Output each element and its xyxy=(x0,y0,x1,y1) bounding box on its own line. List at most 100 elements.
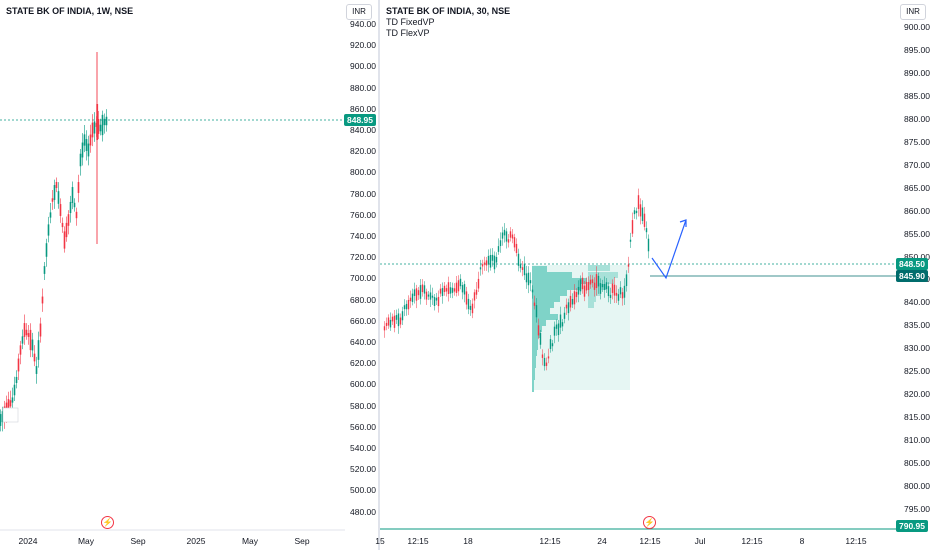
intraday-candle-body xyxy=(519,264,522,269)
intraday-candle-body xyxy=(625,274,628,287)
indicator-fixedvp[interactable]: TD FixedVP xyxy=(386,17,435,27)
intraday-chart-pane[interactable]: STATE BK OF INDIA, 30, NSE TD FixedVP TD… xyxy=(375,0,932,550)
intraday-candle-body xyxy=(509,231,512,238)
price-tick-label: 815.00 xyxy=(904,412,930,423)
intraday-candle-body xyxy=(551,343,554,347)
intraday-candle-body xyxy=(557,323,560,336)
intraday-candle-body xyxy=(491,254,494,261)
price-axis[interactable]: 940.00 920.00 900.00 880.00 860.00 840.00 820.… xyxy=(350,0,378,528)
weekly-candle-body xyxy=(37,340,40,360)
price-tick-label: 740.00 xyxy=(350,231,376,241)
price-tick-label: 480.00 xyxy=(350,506,376,517)
pane-divider[interactable] xyxy=(378,0,380,550)
intraday-candle-body xyxy=(549,339,552,349)
intraday-candle-body xyxy=(503,229,506,236)
price-tick-label: 860.00 xyxy=(904,205,930,216)
time-tick-label: 12:15 xyxy=(741,536,763,546)
weekly-candle-body xyxy=(103,118,106,126)
intraday-candle-body xyxy=(521,267,524,270)
intraday-candle-body xyxy=(443,285,446,293)
volume-profile-bar xyxy=(532,350,537,356)
last-price-tag: 848.95 xyxy=(344,114,376,126)
weekly-spike-body xyxy=(96,104,99,140)
weekly-candle-body xyxy=(19,345,22,355)
intraday-candle-body xyxy=(497,246,500,252)
weekly-candle-body xyxy=(93,121,96,134)
intraday-candle-body xyxy=(531,289,534,293)
currency-button[interactable]: INR xyxy=(346,4,372,20)
intraday-candle-body xyxy=(591,279,594,284)
weekly-candle-body xyxy=(99,124,102,132)
lightning-icon[interactable]: ⚡ xyxy=(101,516,114,529)
intraday-candle-body xyxy=(579,279,582,292)
intraday-candle-body xyxy=(621,292,624,299)
intraday-candle-body xyxy=(571,298,574,305)
intraday-candle-body xyxy=(481,264,484,267)
intraday-candle-body xyxy=(573,291,576,305)
intraday-candle-body xyxy=(605,282,608,290)
intraday-candle-body xyxy=(619,287,622,295)
intraday-candle-body xyxy=(453,288,456,292)
indicator-flexvp[interactable]: TD FlexVP xyxy=(386,28,430,38)
lightning-icon[interactable]: ⚡ xyxy=(643,516,656,529)
price-tick-label: 700.00 xyxy=(350,273,376,284)
volume-profile-bar xyxy=(532,356,536,362)
price-tick-label: 820.00 xyxy=(350,146,376,157)
intraday-candle-body xyxy=(559,314,562,328)
intraday-candle-body xyxy=(401,311,404,321)
time-axis[interactable]: 12:15 18 12:15 24 12:15 Jul 12:15 8 12:15 15 xyxy=(375,530,896,550)
intraday-candle-body xyxy=(525,273,528,283)
time-axis[interactable]: 2024 May Sep 2025 May Sep xyxy=(0,530,350,550)
price-tick-label: 805.00 xyxy=(904,458,930,469)
intraday-candle-body xyxy=(511,234,514,239)
weekly-candle-body xyxy=(0,414,2,426)
arrow-head-icon xyxy=(679,219,687,227)
intraday-candle-body xyxy=(547,356,550,359)
intraday-candle-body xyxy=(417,290,420,296)
intraday-candle-body xyxy=(499,240,502,247)
intraday-candle-body xyxy=(399,317,402,325)
price-tick-label: 720.00 xyxy=(350,252,376,263)
price-tick-label: 820.00 xyxy=(904,389,930,400)
intraday-candle-body xyxy=(599,283,602,294)
volume-profile-bar xyxy=(532,314,558,320)
time-tick-label: May xyxy=(77,536,95,546)
intraday-candle-body xyxy=(527,272,530,286)
volume-profile-bar xyxy=(532,374,535,380)
weekly-candle-body xyxy=(105,116,108,126)
price-tick-label: 825.00 xyxy=(904,366,930,377)
intraday-candle-body xyxy=(565,304,568,309)
price-tick-label: 760.00 xyxy=(350,209,376,220)
intraday-candle-body xyxy=(613,284,616,296)
weekly-candle-body xyxy=(9,400,12,407)
intraday-candle-body xyxy=(635,210,638,214)
price-tick-label: 940.00 xyxy=(350,19,376,29)
intraday-candle-body xyxy=(407,299,410,310)
weekly-candle-body xyxy=(21,336,24,344)
weekly-candle-body xyxy=(89,134,92,146)
intraday-candle-body xyxy=(575,292,578,298)
intraday-candle-body xyxy=(629,239,632,242)
weekly-chart-pane[interactable]: STATE BK OF INDIA, 1W, NSE INR 940.00 920… xyxy=(0,0,378,550)
intraday-candle-body xyxy=(383,326,386,331)
intraday-candle-body xyxy=(397,313,400,327)
price-tick-label: 860.00 xyxy=(350,103,376,114)
price-tick-label: 880.00 xyxy=(904,113,930,124)
volume-profile-bar xyxy=(532,332,540,338)
currency-button[interactable]: INR xyxy=(900,4,926,20)
intraday-candle-body xyxy=(447,282,450,295)
intraday-candle-body xyxy=(391,316,394,322)
intraday-candle-body xyxy=(639,204,642,217)
intraday-candle-body xyxy=(631,220,634,234)
weekly-candle-body xyxy=(39,323,42,337)
weekly-chart-canvas[interactable] xyxy=(0,0,378,550)
intraday-candle-body xyxy=(495,256,498,263)
intraday-candle-body xyxy=(405,303,408,310)
intraday-candle-body xyxy=(529,280,532,284)
intraday-candle-body xyxy=(389,319,392,328)
intraday-chart-canvas[interactable] xyxy=(380,0,932,550)
price-tick-label: 840.00 xyxy=(350,125,376,135)
intraday-candle-body xyxy=(493,255,496,270)
intraday-candle-body xyxy=(451,287,454,293)
hover-box xyxy=(2,407,19,423)
